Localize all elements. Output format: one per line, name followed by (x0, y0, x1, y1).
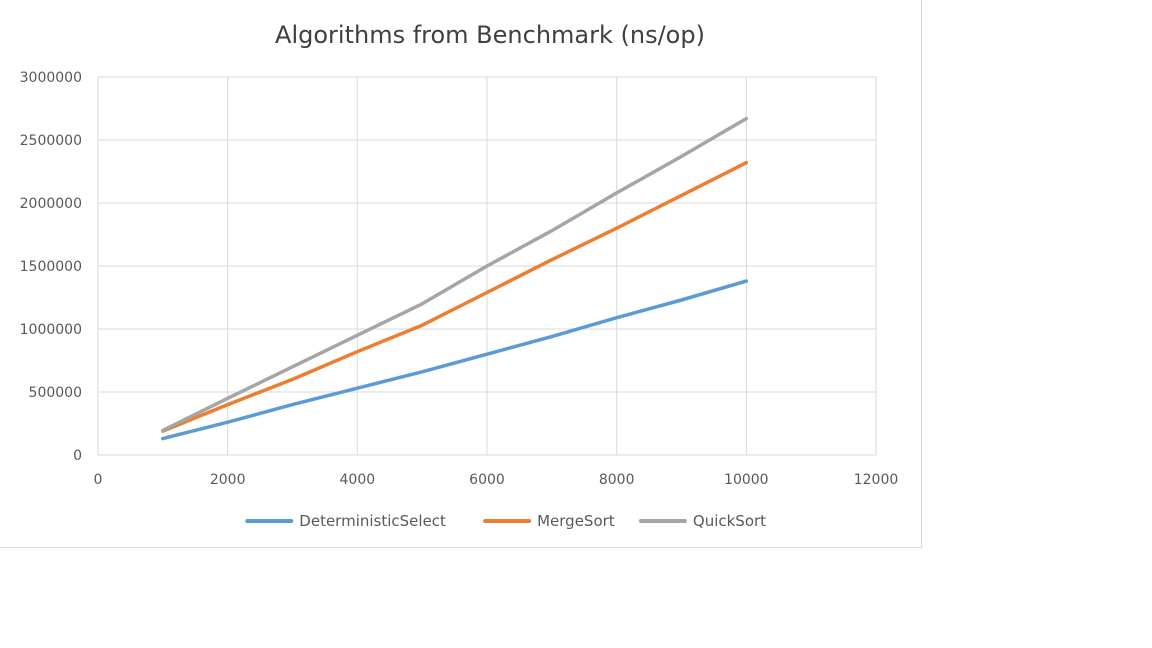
legend-label: QuickSort (693, 512, 766, 530)
data-point (291, 377, 294, 381)
data-point (485, 290, 489, 294)
data-point (226, 420, 230, 424)
data-point (680, 298, 683, 302)
legend-item-deterministicselect: DeterministicSelect (245, 512, 446, 530)
data-point (226, 396, 230, 400)
legend-label: DeterministicSelect (299, 512, 446, 530)
data-point (291, 365, 294, 369)
series-lines (161, 116, 749, 441)
x-tick-label: 6000 (469, 472, 505, 488)
line-chart: Algorithms from Benchmark (ns/op) 0 50000… (20, 21, 899, 530)
data-point (355, 333, 359, 337)
y-tick-label: 500000 (29, 385, 82, 401)
data-point (680, 154, 683, 158)
y-tick-label: 1000000 (20, 322, 82, 338)
x-tick-label: 10000 (724, 472, 769, 488)
data-point (680, 193, 683, 197)
gridlines (97, 76, 877, 456)
chart-title: Algorithms from Benchmark (ns/op) (275, 21, 705, 49)
data-point (161, 428, 165, 432)
y-tick-label: 1500000 (20, 259, 82, 275)
data-point (420, 302, 424, 306)
data-point (615, 191, 619, 195)
data-point (355, 386, 359, 390)
data-point (744, 161, 748, 165)
data-point (485, 264, 489, 268)
x-tick-label: 12000 (854, 472, 899, 488)
legend-item-quicksort: QuickSort (638, 512, 766, 530)
chart-container: Algorithms from Benchmark (ns/op) 0 50000… (0, 0, 922, 548)
series-line-deterministicselect (161, 279, 749, 441)
data-point (226, 403, 230, 407)
series-line-quicksort (161, 116, 749, 433)
data-point (355, 350, 359, 354)
data-point (744, 117, 748, 121)
legend: DeterministicSelect MergeSort QuickSort (245, 512, 766, 530)
data-point (485, 352, 489, 356)
series-line-mergesort (161, 160, 749, 433)
data-point (420, 323, 424, 327)
data-point (615, 226, 619, 230)
data-point (550, 335, 554, 339)
legend-item-mergesort: MergeSort (483, 512, 615, 530)
x-tick-label: 0 (94, 472, 103, 488)
data-point (744, 279, 748, 283)
data-point (550, 229, 554, 233)
y-tick-label: 0 (73, 448, 82, 464)
y-tick-label: 2500000 (20, 133, 82, 149)
data-point (420, 370, 424, 374)
data-point (550, 258, 554, 262)
x-tick-label: 2000 (210, 472, 246, 488)
data-point (161, 437, 165, 441)
data-point (615, 316, 619, 320)
y-tick-label: 2000000 (20, 196, 82, 212)
axis-labels: 0 500000 1000000 1500000 2000000 2500000 30000… (20, 70, 899, 488)
legend-label: MergeSort (537, 512, 615, 530)
x-tick-label: 8000 (599, 472, 635, 488)
data-point (291, 403, 294, 407)
x-tick-label: 4000 (340, 472, 376, 488)
y-tick-label: 3000000 (20, 70, 82, 86)
